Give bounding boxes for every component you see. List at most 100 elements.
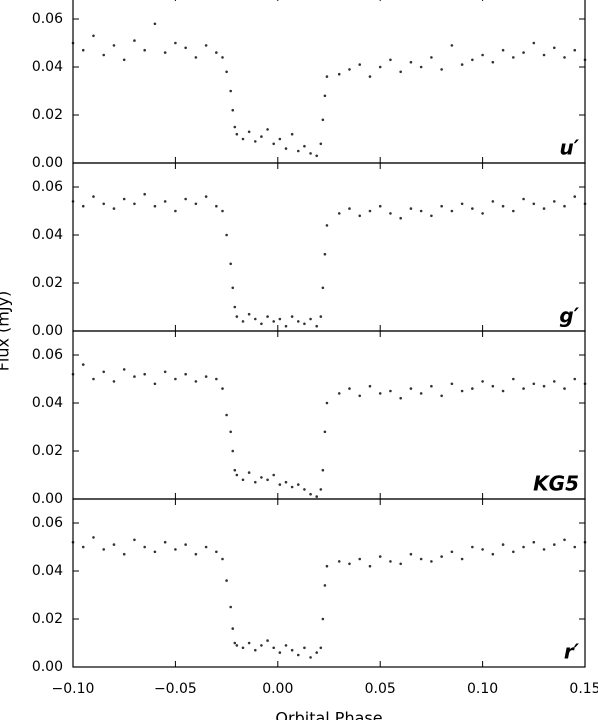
- data-point: [296, 320, 300, 323]
- panel-frame: [72, 330, 586, 500]
- data-point: [419, 557, 423, 561]
- data-point: [184, 543, 187, 546]
- x-tick-label: 0.10: [467, 681, 498, 697]
- data-point: [358, 214, 362, 218]
- data-point: [337, 392, 341, 395]
- data-point: [440, 204, 443, 208]
- data-point: [471, 387, 474, 390]
- data-point: [247, 312, 251, 316]
- data-point: [215, 550, 218, 554]
- data-point: [112, 380, 116, 383]
- data-point: [253, 140, 257, 143]
- data-point: [532, 382, 536, 386]
- data-point: [235, 315, 239, 318]
- data-point: [323, 252, 327, 256]
- data-point: [303, 646, 306, 650]
- data-point: [122, 58, 126, 62]
- data-point: [389, 212, 392, 215]
- data-point: [419, 392, 423, 395]
- data-point: [247, 130, 251, 134]
- data-point: [235, 473, 239, 477]
- data-point: [235, 644, 239, 647]
- data-point: [491, 200, 495, 203]
- data-point: [102, 202, 106, 206]
- data-point: [272, 473, 276, 477]
- x-tick-label: 0.15: [569, 681, 598, 697]
- panel-frame: [72, 0, 586, 164]
- data-point: [409, 552, 413, 556]
- data-point: [389, 58, 392, 62]
- data-point: [102, 370, 106, 374]
- data-point: [358, 63, 362, 66]
- data-point: [143, 192, 146, 196]
- data-point: [321, 468, 325, 472]
- data-point: [174, 548, 177, 551]
- data-point: [112, 207, 116, 210]
- data-point: [309, 152, 312, 155]
- data-point: [221, 557, 224, 561]
- data-point: [215, 51, 218, 54]
- x-tick-label: 0.05: [365, 681, 396, 697]
- data-point: [325, 224, 329, 227]
- data-point: [522, 51, 525, 54]
- data-point: [358, 394, 362, 398]
- data-point: [260, 476, 263, 479]
- data-point: [471, 545, 474, 549]
- data-point: [573, 48, 577, 52]
- panel-label: u′: [559, 136, 579, 160]
- data-point: [532, 540, 536, 544]
- data-point: [501, 204, 505, 208]
- y-tick-label: 0.00: [32, 155, 63, 171]
- data-point: [460, 63, 464, 66]
- data-point: [231, 286, 235, 290]
- data-point: [278, 317, 282, 321]
- data-point: [266, 315, 269, 318]
- data-point: [512, 550, 515, 554]
- data-point: [378, 65, 382, 69]
- y-tick-label: 0.06: [32, 179, 63, 195]
- data-point: [296, 149, 300, 153]
- data-point: [284, 644, 288, 647]
- data-point: [233, 125, 237, 129]
- data-point: [229, 430, 232, 434]
- data-point: [450, 209, 454, 213]
- data-point: [122, 552, 126, 556]
- data-point: [253, 648, 257, 652]
- data-point: [315, 495, 319, 498]
- data-point: [471, 207, 474, 210]
- data-point: [450, 382, 454, 386]
- data-point: [272, 320, 276, 323]
- data-point: [153, 382, 157, 386]
- data-point: [296, 483, 300, 486]
- data-point: [174, 41, 177, 45]
- data-point: [491, 60, 495, 64]
- data-point: [430, 56, 433, 59]
- data-point: [204, 545, 208, 549]
- data-point: [102, 548, 106, 551]
- data-point: [409, 207, 413, 210]
- data-point: [512, 56, 515, 59]
- data-point: [225, 70, 228, 74]
- data-point: [450, 44, 454, 47]
- data-point: [399, 70, 402, 74]
- y-tick-label: 0.00: [32, 659, 63, 675]
- data-point: [241, 320, 245, 323]
- data-point: [430, 560, 433, 563]
- data-point: [460, 389, 464, 393]
- data-point: [440, 394, 443, 398]
- data-point: [81, 48, 85, 52]
- data-point: [266, 128, 269, 131]
- data-point: [309, 317, 312, 321]
- data-point: [194, 380, 198, 383]
- data-point: [231, 627, 235, 630]
- data-point: [399, 396, 402, 400]
- data-point: [247, 471, 251, 474]
- data-point: [491, 552, 495, 556]
- data-point: [278, 483, 282, 486]
- data-point: [241, 646, 245, 650]
- data-point: [204, 195, 208, 198]
- data-point: [319, 488, 323, 491]
- data-point: [112, 44, 116, 47]
- data-point: [92, 195, 95, 198]
- y-tick-label: 0.02: [32, 443, 63, 459]
